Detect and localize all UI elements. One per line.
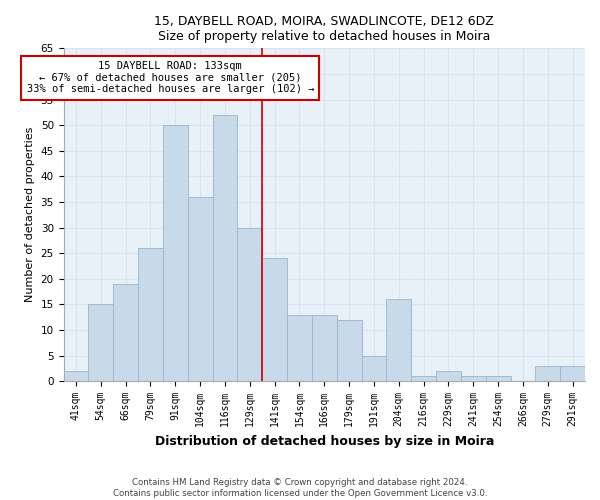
Bar (212, 115, 238, 381)
Bar (560, 366, 585, 381)
Bar (337, 320, 362, 381)
Bar (188, 197, 212, 381)
Bar (386, 300, 411, 381)
Text: 15 DAYBELL ROAD: 133sqm
← 67% of detached houses are smaller (205)
33% of semi-d: 15 DAYBELL ROAD: 133sqm ← 67% of detache… (26, 61, 314, 94)
Bar (113, 284, 138, 381)
Y-axis label: Number of detached properties: Number of detached properties (25, 127, 35, 302)
Text: Contains HM Land Registry data © Crown copyright and database right 2024.
Contai: Contains HM Land Registry data © Crown c… (113, 478, 487, 498)
Bar (461, 376, 485, 381)
Bar (485, 376, 511, 381)
Bar (138, 248, 163, 381)
Bar (287, 314, 312, 381)
Bar (163, 125, 188, 381)
Bar (238, 228, 262, 381)
Bar (312, 314, 337, 381)
Title: 15, DAYBELL ROAD, MOIRA, SWADLINCOTE, DE12 6DZ
Size of property relative to deta: 15, DAYBELL ROAD, MOIRA, SWADLINCOTE, DE… (154, 15, 494, 43)
Bar (88, 304, 113, 381)
Bar (362, 356, 386, 381)
Bar (436, 371, 461, 381)
X-axis label: Distribution of detached houses by size in Moira: Distribution of detached houses by size … (155, 434, 494, 448)
Bar (535, 366, 560, 381)
Bar (411, 376, 436, 381)
Bar (262, 258, 287, 381)
Bar (64, 371, 88, 381)
